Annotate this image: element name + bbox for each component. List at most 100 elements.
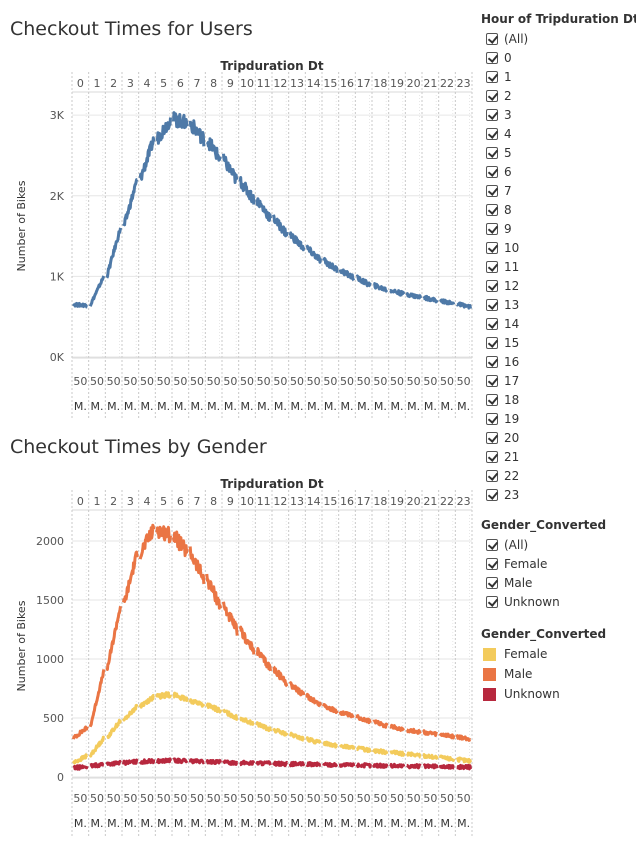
checkbox-checked-icon[interactable] [486,488,498,501]
checkbox-checked-icon[interactable] [486,431,498,444]
series-segment [422,294,439,304]
hour-filter-item[interactable]: 20 [481,428,636,447]
series-segment [205,573,222,610]
checkbox-checked-icon[interactable] [486,279,498,292]
hour-filter-item[interactable]: 7 [481,181,636,200]
panel-bottom-label-bottom: M. [124,400,137,413]
checkbox-checked-icon[interactable] [486,89,498,102]
hour-filter-item[interactable]: 8 [481,200,636,219]
hour-filter-item[interactable]: 19 [481,409,636,428]
panel-header-label: 22 [440,77,454,90]
panel-header-label: 6 [177,495,184,508]
checkbox-checked-icon[interactable] [486,127,498,140]
checkbox-checked-icon[interactable] [486,469,498,482]
series-segment [405,751,422,759]
series-segment [338,762,356,768]
series-segment [389,762,406,769]
checkbox-checked-icon[interactable] [486,595,498,608]
panel-bottom-label-top: 50 [357,375,371,388]
hour-filter-item[interactable]: 16 [481,352,636,371]
hour-filter-item[interactable]: 3 [481,105,636,124]
panel-bottom-label-top: 50 [123,792,137,805]
panel-bottom-label-top: 50 [390,792,404,805]
hour-filter-item[interactable]: 5 [481,143,636,162]
checkbox-checked-icon[interactable] [486,374,498,387]
panel-bottom-label-bottom: M. [107,400,120,413]
checkbox-checked-icon[interactable] [486,336,498,349]
panel-header-label: 18 [373,77,387,90]
gender-color-label: Male [504,667,533,681]
series-segment [222,601,239,636]
checkbox-checked-icon[interactable] [486,298,498,311]
hour-filter-item[interactable]: 23 [481,485,636,504]
series-segment [355,274,372,288]
panel-bottom-label-bottom: M. [374,817,387,830]
checkbox-checked-icon[interactable] [486,184,498,197]
hour-filter-item[interactable]: 15 [481,333,636,352]
checkbox-checked-icon[interactable] [486,260,498,273]
series-segment [138,693,155,709]
checkbox-checked-icon[interactable] [486,355,498,368]
checkbox-checked-icon[interactable] [486,576,498,589]
checkbox-checked-icon[interactable] [486,108,498,121]
hour-filter-item[interactable]: 4 [481,124,636,143]
panel-bottom-label-top: 50 [440,792,454,805]
checkbox-checked-icon[interactable] [486,450,498,463]
hour-filter-legend: Hour of Tripduration Dt (All) 0 1 2 3 4 5 6 7 8 9 1… [481,12,636,504]
checkbox-checked-icon[interactable] [486,412,498,425]
checkbox-checked-icon[interactable] [486,70,498,83]
hour-filter-item[interactable]: 10 [481,238,636,257]
color-swatch [483,647,496,661]
hour-filter-item[interactable]: 18 [481,390,636,409]
hour-filter-item[interactable]: 13 [481,295,636,314]
hour-filter-item[interactable]: 6 [481,162,636,181]
hour-filter-item[interactable]: (All) [481,29,636,48]
hour-filter-item[interactable]: 17 [481,371,636,390]
checkbox-checked-icon[interactable] [486,203,498,216]
checkbox-checked-icon[interactable] [486,222,498,235]
panel-header-label: 14 [307,495,321,508]
hour-filter-item[interactable]: 11 [481,257,636,276]
series-segment [105,227,122,279]
panel-header-label: 16 [340,495,354,508]
series-segment [188,758,205,765]
gender-filter-item[interactable]: (All) [481,535,606,554]
gender-filter-label: Female [504,556,548,571]
hour-filter-item[interactable]: 1 [481,67,636,86]
checkbox-checked-icon[interactable] [486,241,498,254]
panel-header-label: 0 [77,77,84,90]
hour-filter-item[interactable]: 0 [481,48,636,67]
checkbox-checked-icon[interactable] [486,538,498,551]
panel-bottom-label-bottom: M. [191,400,204,413]
checkbox-checked-icon[interactable] [486,146,498,159]
checkbox-checked-icon[interactable] [486,393,498,406]
hour-filter-item[interactable]: 14 [481,314,636,333]
hour-filter-label: 18 [504,392,520,407]
panel-header-label: 10 [240,495,254,508]
series-segment [322,740,339,749]
panel-bottom-label-top: 50 [240,375,254,388]
checkbox-checked-icon[interactable] [486,317,498,330]
hour-filter-item[interactable]: 22 [481,466,636,485]
hour-filter-label: 1 [504,69,512,84]
checkbox-checked-icon[interactable] [486,557,498,570]
checkbox-checked-icon[interactable] [486,32,498,45]
series-segment [288,231,306,252]
panel-bottom-label-bottom: M. [257,817,270,830]
series-segment [188,546,206,584]
gender-filter-item[interactable]: Female [481,554,606,573]
y-tick-label: 1500 [36,594,64,607]
panel-header-label: 23 [457,495,471,508]
panel-bottom-label-bottom: M. [457,400,470,413]
hour-filter-label: 0 [504,50,512,65]
hour-filter-item[interactable]: 2 [481,86,636,105]
gender-filter-item[interactable]: Male [481,573,606,592]
gender-filter-item[interactable]: Unknown [481,592,606,611]
checkbox-checked-icon[interactable] [486,165,498,178]
hour-filter-item[interactable]: 9 [481,219,636,238]
hour-filter-item[interactable]: 21 [481,447,636,466]
series-segment [438,763,455,770]
panel-bottom-label-bottom: M. [257,400,270,413]
hour-filter-item[interactable]: 12 [481,276,636,295]
checkbox-checked-icon[interactable] [486,51,498,64]
